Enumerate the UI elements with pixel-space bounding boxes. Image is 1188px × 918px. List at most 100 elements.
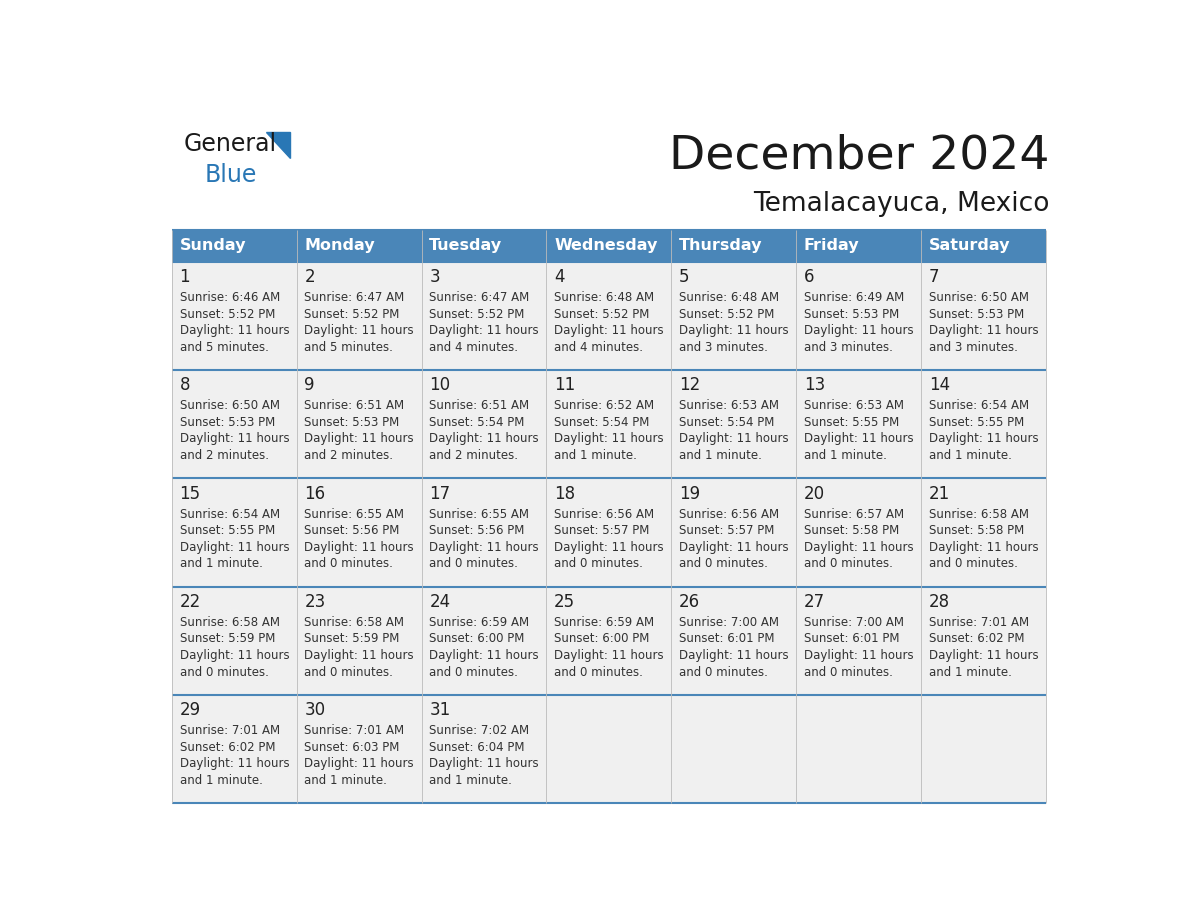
- Bar: [796, 587, 921, 695]
- Text: Sunset: 5:52 PM: Sunset: 5:52 PM: [680, 308, 775, 320]
- Text: Sunrise: 7:01 AM: Sunrise: 7:01 AM: [179, 724, 279, 737]
- Text: 19: 19: [680, 485, 700, 502]
- Bar: [671, 587, 796, 695]
- Bar: [422, 478, 546, 587]
- Text: Sunset: 5:55 PM: Sunset: 5:55 PM: [179, 524, 274, 537]
- Text: 6: 6: [804, 268, 815, 286]
- Text: and 3 minutes.: and 3 minutes.: [680, 341, 767, 353]
- Text: Daylight: 11 hours: Daylight: 11 hours: [554, 324, 664, 337]
- Text: and 1 minute.: and 1 minute.: [929, 666, 1012, 678]
- Text: 1: 1: [179, 268, 190, 286]
- Text: Sunday: Sunday: [179, 238, 246, 253]
- Text: General: General: [183, 131, 277, 156]
- Text: Sunset: 6:02 PM: Sunset: 6:02 PM: [929, 633, 1024, 645]
- Text: Daylight: 11 hours: Daylight: 11 hours: [304, 649, 413, 662]
- Bar: [671, 262, 796, 370]
- Text: Thursday: Thursday: [680, 238, 763, 253]
- Text: Sunset: 6:02 PM: Sunset: 6:02 PM: [179, 741, 274, 754]
- Text: and 1 minute.: and 1 minute.: [554, 449, 637, 462]
- Bar: [297, 587, 422, 695]
- Text: Blue: Blue: [204, 162, 257, 186]
- Text: Friday: Friday: [804, 238, 860, 253]
- Text: 10: 10: [429, 376, 450, 394]
- Text: Sunrise: 6:58 AM: Sunrise: 6:58 AM: [179, 616, 279, 629]
- Text: 22: 22: [179, 593, 201, 610]
- Text: 2: 2: [304, 268, 315, 286]
- Text: and 1 minute.: and 1 minute.: [304, 774, 387, 787]
- Text: Sunrise: 6:51 AM: Sunrise: 6:51 AM: [304, 399, 404, 412]
- Bar: [921, 587, 1045, 695]
- Text: Daylight: 11 hours: Daylight: 11 hours: [179, 432, 289, 445]
- Text: Daylight: 11 hours: Daylight: 11 hours: [429, 324, 539, 337]
- Text: and 1 minute.: and 1 minute.: [429, 774, 512, 787]
- Text: 21: 21: [929, 485, 950, 502]
- Text: Sunrise: 6:55 AM: Sunrise: 6:55 AM: [304, 508, 404, 521]
- Text: and 0 minutes.: and 0 minutes.: [429, 666, 518, 678]
- Bar: [796, 695, 921, 803]
- Text: Sunset: 5:58 PM: Sunset: 5:58 PM: [804, 524, 899, 537]
- Text: Sunrise: 6:48 AM: Sunrise: 6:48 AM: [680, 291, 779, 304]
- Bar: [546, 230, 671, 262]
- Text: Daylight: 11 hours: Daylight: 11 hours: [680, 649, 789, 662]
- Text: Sunset: 5:57 PM: Sunset: 5:57 PM: [554, 524, 650, 537]
- Bar: [796, 262, 921, 370]
- Text: Sunset: 5:53 PM: Sunset: 5:53 PM: [804, 308, 899, 320]
- Text: Sunset: 5:58 PM: Sunset: 5:58 PM: [929, 524, 1024, 537]
- Text: Daylight: 11 hours: Daylight: 11 hours: [929, 432, 1038, 445]
- Text: and 0 minutes.: and 0 minutes.: [304, 666, 393, 678]
- Text: and 0 minutes.: and 0 minutes.: [804, 666, 893, 678]
- Text: and 5 minutes.: and 5 minutes.: [179, 341, 268, 353]
- Bar: [172, 478, 297, 587]
- Text: Tuesday: Tuesday: [429, 238, 503, 253]
- Bar: [921, 262, 1045, 370]
- Text: Sunrise: 6:46 AM: Sunrise: 6:46 AM: [179, 291, 279, 304]
- Text: Sunrise: 7:00 AM: Sunrise: 7:00 AM: [804, 616, 904, 629]
- Text: Sunset: 6:03 PM: Sunset: 6:03 PM: [304, 741, 399, 754]
- Text: Sunset: 5:59 PM: Sunset: 5:59 PM: [304, 633, 399, 645]
- Text: 4: 4: [554, 268, 564, 286]
- Bar: [796, 370, 921, 478]
- Text: and 0 minutes.: and 0 minutes.: [429, 557, 518, 570]
- Text: Sunset: 6:00 PM: Sunset: 6:00 PM: [429, 633, 525, 645]
- Text: Sunrise: 6:54 AM: Sunrise: 6:54 AM: [179, 508, 279, 521]
- Text: Daylight: 11 hours: Daylight: 11 hours: [680, 324, 789, 337]
- Text: Sunset: 5:55 PM: Sunset: 5:55 PM: [804, 416, 899, 429]
- Text: Sunset: 6:04 PM: Sunset: 6:04 PM: [429, 741, 525, 754]
- Text: Daylight: 11 hours: Daylight: 11 hours: [179, 649, 289, 662]
- Bar: [921, 695, 1045, 803]
- Text: Sunset: 5:52 PM: Sunset: 5:52 PM: [554, 308, 650, 320]
- Text: 24: 24: [429, 593, 450, 610]
- Text: Sunrise: 7:01 AM: Sunrise: 7:01 AM: [304, 724, 404, 737]
- Text: and 0 minutes.: and 0 minutes.: [680, 666, 767, 678]
- Text: Sunrise: 6:47 AM: Sunrise: 6:47 AM: [429, 291, 530, 304]
- Text: 9: 9: [304, 376, 315, 394]
- Bar: [671, 230, 796, 262]
- Bar: [422, 695, 546, 803]
- Text: and 1 minute.: and 1 minute.: [680, 449, 762, 462]
- Text: Daylight: 11 hours: Daylight: 11 hours: [554, 541, 664, 554]
- Text: Sunrise: 6:47 AM: Sunrise: 6:47 AM: [304, 291, 405, 304]
- Text: Daylight: 11 hours: Daylight: 11 hours: [804, 324, 914, 337]
- Text: Daylight: 11 hours: Daylight: 11 hours: [304, 541, 413, 554]
- Text: 12: 12: [680, 376, 700, 394]
- Text: Sunrise: 7:02 AM: Sunrise: 7:02 AM: [429, 724, 530, 737]
- Polygon shape: [266, 131, 290, 158]
- Text: and 0 minutes.: and 0 minutes.: [929, 557, 1018, 570]
- Text: and 3 minutes.: and 3 minutes.: [804, 341, 893, 353]
- Text: Sunrise: 6:52 AM: Sunrise: 6:52 AM: [554, 399, 655, 412]
- Text: Daylight: 11 hours: Daylight: 11 hours: [929, 649, 1038, 662]
- Text: Sunset: 5:52 PM: Sunset: 5:52 PM: [304, 308, 399, 320]
- Bar: [921, 370, 1045, 478]
- Text: Daylight: 11 hours: Daylight: 11 hours: [179, 757, 289, 770]
- Text: 5: 5: [680, 268, 689, 286]
- Text: and 1 minute.: and 1 minute.: [804, 449, 886, 462]
- Text: 15: 15: [179, 485, 201, 502]
- Bar: [172, 230, 297, 262]
- Text: Sunset: 5:56 PM: Sunset: 5:56 PM: [304, 524, 399, 537]
- Text: Sunset: 6:01 PM: Sunset: 6:01 PM: [680, 633, 775, 645]
- Text: Sunset: 5:53 PM: Sunset: 5:53 PM: [304, 416, 399, 429]
- Text: Daylight: 11 hours: Daylight: 11 hours: [179, 324, 289, 337]
- Text: Daylight: 11 hours: Daylight: 11 hours: [929, 324, 1038, 337]
- Text: and 4 minutes.: and 4 minutes.: [554, 341, 643, 353]
- Text: 17: 17: [429, 485, 450, 502]
